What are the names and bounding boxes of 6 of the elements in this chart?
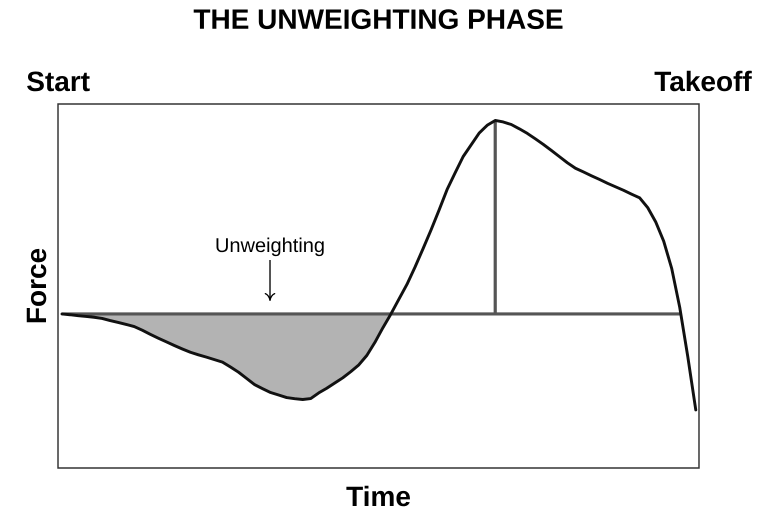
y-axis-title: Force: [26, 248, 46, 322]
text: Takeoff: [654, 70, 752, 92]
x-axis-title: Time: [346, 486, 410, 506]
annotation: Unweighting: [216, 238, 324, 256]
text: Start: [27, 71, 90, 92]
chart-title: THE UNWEIGHTING PHASE: [194, 9, 562, 30]
